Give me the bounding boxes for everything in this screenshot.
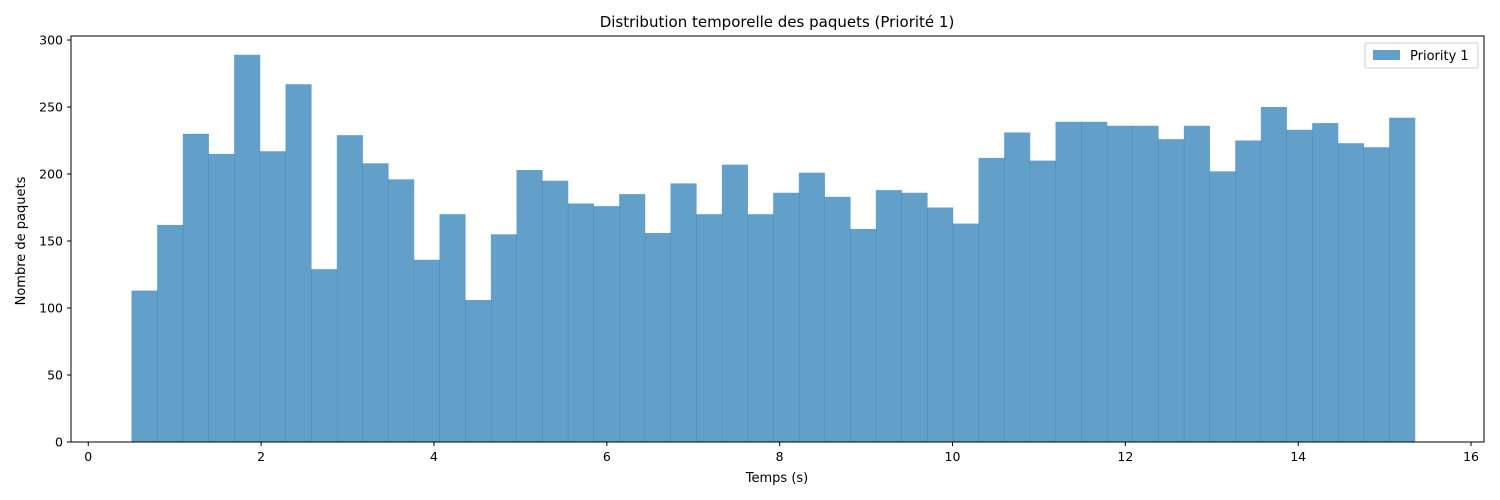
- histogram-bar: [901, 192, 928, 442]
- y-axis: 0 50 100 150 200 250 300: [39, 33, 71, 450]
- legend-frame: [1364, 42, 1479, 69]
- y-tick-label: 150: [39, 234, 63, 249]
- histogram-bar: [1312, 123, 1339, 443]
- histogram-bar: [1029, 160, 1056, 442]
- y-axis-label: Nombre de paquets: [14, 176, 29, 305]
- x-tick-label: 2: [257, 449, 265, 464]
- histogram-bar: [285, 84, 312, 443]
- plot-frame: [70, 35, 1485, 443]
- histogram-bar: [131, 290, 158, 442]
- x-tick-label: 0: [84, 449, 92, 464]
- histogram-bar: [567, 203, 594, 442]
- histogram-bar: [516, 169, 543, 442]
- legend: Priority 1: [1364, 42, 1479, 69]
- histogram-bar: [1389, 117, 1416, 443]
- x-tick-label: 12: [1117, 449, 1133, 464]
- histogram-bar: [747, 214, 774, 442]
- histogram-bar: [696, 214, 723, 442]
- x-tick-label: 16: [1463, 449, 1479, 464]
- histogram-bar: [1106, 125, 1133, 442]
- histogram-bar: [1004, 132, 1031, 442]
- bars-group: [131, 54, 1416, 443]
- histogram-bar: [1337, 143, 1364, 443]
- histogram-bar: [490, 234, 517, 442]
- histogram-bar: [824, 196, 851, 442]
- histogram-bar: [619, 194, 646, 442]
- histogram-bar: [259, 151, 286, 443]
- histogram-bar: [336, 135, 363, 442]
- legend-label: Priority 1: [1410, 49, 1469, 64]
- histogram-bar: [1081, 121, 1108, 443]
- x-axis: 0 2 4 6 8 10 12 14 16: [84, 442, 1479, 464]
- histogram-bar: [157, 224, 184, 442]
- x-tick-label: 14: [1290, 449, 1306, 464]
- histogram-bar: [1286, 129, 1313, 442]
- x-tick-label: 10: [945, 449, 961, 464]
- chart-title: Distribution temporelle des paquets (Pri…: [600, 13, 955, 31]
- histogram-bar: [952, 223, 979, 442]
- y-tick-label: 250: [39, 100, 63, 115]
- histogram-bar: [670, 183, 697, 442]
- histogram-bar: [927, 207, 954, 442]
- histogram-bar: [1235, 140, 1262, 443]
- y-tick-label: 300: [39, 33, 63, 48]
- histogram-bar: [1158, 139, 1185, 442]
- x-tick-label: 8: [776, 449, 784, 464]
- histogram-bar: [542, 180, 569, 442]
- y-tick-label: 200: [39, 167, 63, 182]
- histogram-bar: [1209, 171, 1236, 443]
- histogram-bar: [644, 232, 671, 442]
- histogram-bar: [413, 259, 440, 442]
- histogram-bar: [208, 153, 235, 442]
- histogram-bar: [439, 214, 466, 442]
- histogram-bar: [362, 163, 389, 442]
- y-tick-label: 50: [47, 368, 63, 383]
- histogram-bar: [465, 299, 492, 442]
- histogram-bar: [721, 164, 748, 442]
- histogram-bar: [850, 228, 877, 442]
- histogram-bar: [1055, 121, 1082, 443]
- histogram-bar: [1260, 107, 1287, 442]
- histogram-bar: [182, 133, 209, 442]
- histogram-bar: [311, 269, 338, 442]
- histogram-bar: [1363, 147, 1390, 442]
- histogram-bar: [798, 172, 825, 442]
- histogram-bar: [1183, 125, 1210, 442]
- histogram-bar: [978, 157, 1005, 442]
- histogram-bar: [773, 192, 800, 442]
- y-tick-label: 0: [55, 435, 63, 450]
- histogram-bar: [388, 179, 415, 443]
- x-axis-label: Temps (s): [745, 471, 808, 486]
- legend-swatch: [1373, 50, 1400, 60]
- histogram-bar: [593, 206, 620, 442]
- x-tick-label: 4: [430, 449, 438, 464]
- histogram-bar: [1132, 125, 1159, 442]
- x-tick-label: 6: [603, 449, 611, 464]
- histogram-bar: [875, 190, 902, 442]
- y-tick-label: 100: [39, 301, 63, 316]
- histogram-bar: [234, 54, 261, 443]
